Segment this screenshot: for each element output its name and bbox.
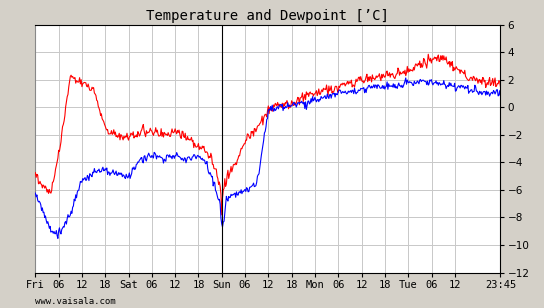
Text: www.vaisala.com: www.vaisala.com — [35, 298, 116, 306]
Title: Temperature and Dewpoint [’C]: Temperature and Dewpoint [’C] — [146, 10, 390, 23]
